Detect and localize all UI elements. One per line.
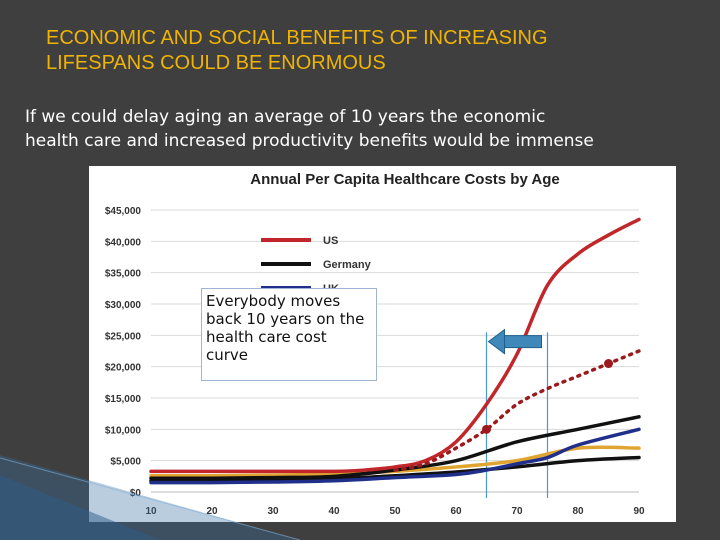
title-line-1: ECONOMIC AND SOCIAL BENEFITS OF INCREASI… — [46, 27, 548, 49]
bullet-line-2: health care and increased productivity b… — [25, 131, 594, 151]
shift-arrow-head — [487, 328, 505, 355]
shift-arrow-shaft — [502, 335, 542, 349]
y-tick-label: $15,000 — [105, 394, 142, 405]
x-tick-label: 10 — [145, 506, 157, 517]
series-line-us — [149, 217, 641, 474]
corner-decoration — [0, 455, 300, 540]
slide-title: ECONOMIC AND SOCIAL BENEFITS OF INCREASI… — [46, 26, 666, 76]
callout-box: Everybody moves back 10 years on the hea… — [201, 288, 377, 381]
legend-label: US — [323, 235, 338, 247]
y-tick-label: $40,000 — [105, 237, 142, 248]
x-tick-label: 80 — [572, 506, 584, 517]
y-tick-label: $5,000 — [110, 457, 141, 468]
x-tick-label: 30 — [267, 506, 279, 517]
chart-panel: Annual Per Capita Healthcare Costs by Ag… — [89, 166, 676, 522]
chart-title: Annual Per Capita Healthcare Costs by Ag… — [250, 171, 560, 188]
series-line-uk — [149, 427, 641, 485]
title-line-2: LIFESPANS COULD BE ENORMOUS — [46, 52, 386, 74]
shifted-curve-marker — [482, 424, 491, 434]
y-tick-label: $20,000 — [105, 363, 142, 374]
x-tick-label: 40 — [328, 506, 340, 517]
y-tick-label: $0 — [130, 488, 142, 499]
x-tick-label: 60 — [450, 506, 462, 517]
shifted-curve — [393, 349, 641, 472]
y-tick-label: $25,000 — [105, 331, 142, 342]
y-tick-label: $35,000 — [105, 269, 142, 280]
healthcare-cost-chart: Annual Per Capita Healthcare Costs by Ag… — [105, 171, 645, 517]
y-tick-label: $45,000 — [105, 206, 142, 217]
bullet-text: If we could delay aging an average of 10… — [25, 105, 695, 153]
bullet-line-1: If we could delay aging an average of 10… — [25, 107, 546, 127]
x-tick-label: 50 — [389, 506, 401, 517]
x-tick-label: 70 — [511, 506, 523, 517]
shifted-curve-marker — [604, 359, 613, 369]
series-line-5 — [149, 455, 641, 483]
y-tick-label: $30,000 — [105, 300, 142, 311]
x-tick-label: 20 — [206, 506, 218, 517]
y-tick-label: $10,000 — [105, 425, 142, 436]
legend-label: Germany — [323, 259, 372, 271]
x-tick-label: 90 — [633, 506, 645, 517]
